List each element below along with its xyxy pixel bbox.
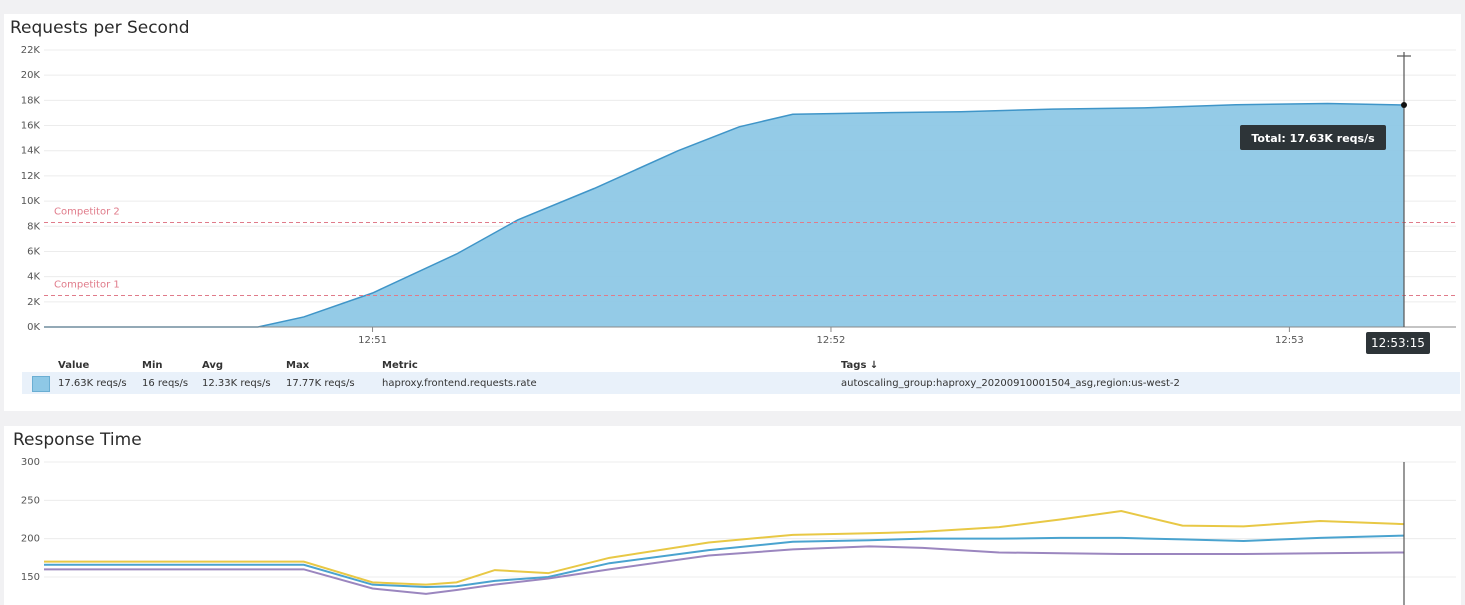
legend-header-tags[interactable]: Tags ↓ <box>841 360 879 371</box>
y-tick-label: 14K <box>21 146 41 157</box>
y-tick-label: 0K <box>27 322 40 333</box>
y-tick-label: 2K <box>27 297 40 308</box>
y-tick-label: 22K <box>21 45 41 56</box>
legend-header: Value Min Avg Max Metric Tags ↓ <box>22 357 1460 373</box>
tooltip-box <box>1240 125 1386 150</box>
legend-avg: 12.33K reqs/s <box>202 378 271 389</box>
competitor-marker-label: Competitor 2 <box>54 206 120 217</box>
x-tick-label: 12:51 <box>358 335 387 346</box>
response-series-line-0 <box>44 510 1405 586</box>
legend-metric: haproxy.frontend.requests.rate <box>382 378 537 389</box>
y-tick-label: 12K <box>21 171 41 182</box>
response-time-panel: Response Time 150 200 250 300 <box>4 426 1461 605</box>
y-tick-label: 20K <box>21 70 41 81</box>
legend-value: 17.63K reqs/s <box>58 378 127 389</box>
legend-header-metric[interactable]: Metric <box>382 360 418 371</box>
series-color-swatch <box>32 376 50 392</box>
y-tick-label: 18K <box>21 95 41 106</box>
legend-min: 16 reqs/s <box>142 378 189 389</box>
y-tick-label: 8K <box>27 221 40 232</box>
y-tick-label: 10K <box>21 196 41 207</box>
legend-row[interactable]: 17.63K reqs/s 16 reqs/s 12.33K reqs/s 17… <box>22 372 1460 394</box>
y-tick-label: 250 <box>21 495 40 506</box>
requests-per-second-panel: Requests per Second 0K 2K 4K 6K 8K 10K 12K 14K 1… <box>4 14 1461 411</box>
y-tick-label: 6K <box>27 246 40 257</box>
y-tick-label: 200 <box>21 534 40 545</box>
tooltip-text: Total: 17.63K reqs/s <box>1251 132 1375 145</box>
legend-max: 17.77K reqs/s <box>286 378 355 389</box>
panel-title: Requests per Second <box>10 18 190 38</box>
competitor-marker-label: Competitor 1 <box>54 280 120 291</box>
panel-title: Response Time <box>13 430 142 450</box>
x-tick-label: 12:53 <box>1275 335 1304 346</box>
requests-chart[interactable]: 0K 2K 4K 6K 8K 10K 12K 14K 16K 18K 20K 22K Competito… <box>4 14 1461 359</box>
cursor-time-label: 12:53:15 <box>1371 336 1425 350</box>
legend-header-min: Min <box>142 360 163 371</box>
response-time-chart[interactable]: 150 200 250 300 <box>4 426 1461 605</box>
y-tick-label: 4K <box>27 272 40 283</box>
legend-header-max: Max <box>286 360 310 371</box>
y-tick-label: 150 <box>21 572 40 583</box>
legend-tags: autoscaling_group:haproxy_20200910001504… <box>841 378 1180 389</box>
x-tick-label: 12:52 <box>817 335 846 346</box>
cursor-time-badge <box>1366 332 1430 354</box>
requests-area <box>44 103 1404 328</box>
response-series-line-2 <box>44 545 1405 595</box>
response-series-line-1 <box>44 534 1405 588</box>
y-tick-label: 16K <box>21 121 41 132</box>
y-tick-label: 300 <box>21 457 40 468</box>
hover-point <box>1401 102 1407 109</box>
legend-header-value: Value <box>58 360 90 371</box>
legend-header-avg: Avg <box>202 360 224 371</box>
